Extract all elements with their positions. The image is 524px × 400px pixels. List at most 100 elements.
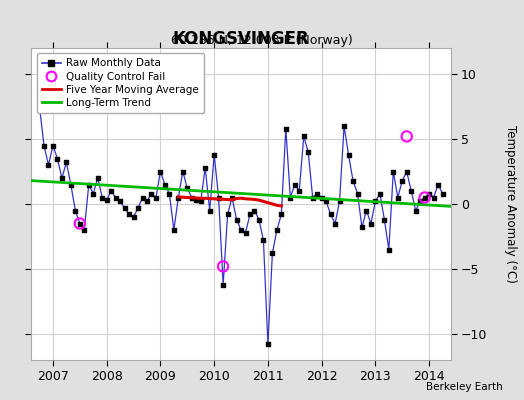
Point (188, 194, 196, 201)
Point (58, 175, 66, 181)
Point (80, 227, 89, 233)
Point (129, 214, 138, 220)
Point (84, 181, 93, 188)
Point (255, 216, 263, 223)
Text: Berkeley Earth: Berkeley Earth (427, 382, 503, 392)
Point (116, 198, 124, 205)
Point (398, 178, 407, 184)
Point (228, 194, 236, 201)
Point (407, 188, 416, 194)
Point (53, 155, 62, 162)
Legend: Raw Monthly Data, Quality Control Fail, Five Year Moving Average, Long-Term Tren: Raw Monthly Data, Quality Control Fail, … (37, 53, 204, 113)
Point (420, 194, 429, 201)
Point (121, 205, 129, 211)
Point (380, 216, 389, 223)
Point (156, 168, 165, 175)
Point (264, 341, 272, 348)
Point (349, 178, 357, 184)
Point (295, 188, 303, 194)
Point (45, 162, 53, 168)
Point (277, 211, 286, 218)
Point (246, 211, 254, 218)
Point (340, 123, 348, 129)
Point (71, 207, 80, 214)
Point (304, 149, 312, 155)
Point (93, 175, 102, 181)
Point (331, 220, 339, 227)
Point (192, 197, 201, 203)
Point (411, 207, 420, 214)
Point (49, 142, 57, 149)
Point (138, 194, 147, 201)
Point (183, 185, 191, 192)
Y-axis label: Temperature Anomaly (°C): Temperature Anomaly (°C) (504, 125, 517, 283)
Point (367, 220, 375, 227)
Point (75, 220, 84, 227)
Point (389, 168, 398, 175)
Point (201, 164, 210, 171)
Point (40, 142, 48, 149)
Point (353, 190, 362, 197)
Point (174, 194, 182, 201)
Point (309, 194, 317, 201)
Point (300, 133, 308, 140)
Point (416, 198, 424, 205)
Point (232, 216, 241, 223)
Point (420, 194, 429, 201)
Text: 60.186 N, 12.003 E (Norway): 60.186 N, 12.003 E (Norway) (171, 34, 353, 47)
Point (98, 194, 106, 201)
Point (242, 229, 250, 236)
Point (223, 211, 232, 218)
Point (318, 194, 326, 201)
Point (67, 181, 75, 188)
Point (385, 246, 393, 253)
Point (335, 198, 344, 205)
Point (322, 198, 330, 205)
Point (313, 190, 321, 197)
Point (376, 190, 384, 197)
Point (434, 181, 442, 188)
Point (281, 126, 290, 132)
Point (402, 168, 411, 175)
Point (205, 207, 214, 214)
Point (196, 198, 205, 205)
Point (89, 190, 97, 197)
Point (103, 197, 111, 203)
Title: KONGSVINGER: KONGSVINGER (173, 30, 309, 48)
Point (439, 190, 447, 197)
Point (371, 198, 379, 205)
Point (147, 190, 156, 197)
Point (358, 224, 366, 230)
Point (286, 194, 294, 201)
Point (219, 282, 227, 288)
Point (214, 194, 223, 201)
Point (425, 190, 433, 197)
Point (344, 151, 353, 158)
Point (429, 194, 438, 201)
Point (134, 205, 142, 211)
Point (219, 263, 227, 270)
Point (210, 151, 219, 158)
Point (326, 211, 335, 218)
Point (394, 194, 402, 201)
Point (259, 237, 268, 244)
Point (170, 227, 178, 233)
Point (62, 159, 71, 166)
Point (107, 188, 115, 194)
Point (272, 227, 281, 233)
Point (237, 227, 245, 233)
Point (362, 207, 370, 214)
Point (35, 103, 43, 110)
Point (125, 211, 133, 218)
Point (250, 207, 259, 214)
Point (165, 190, 173, 197)
Point (291, 181, 299, 188)
Point (161, 181, 169, 188)
Point (268, 250, 277, 257)
Point (143, 198, 151, 205)
Point (152, 194, 160, 201)
Point (402, 133, 411, 140)
Point (112, 194, 120, 201)
Point (75, 220, 84, 227)
Point (179, 168, 187, 175)
